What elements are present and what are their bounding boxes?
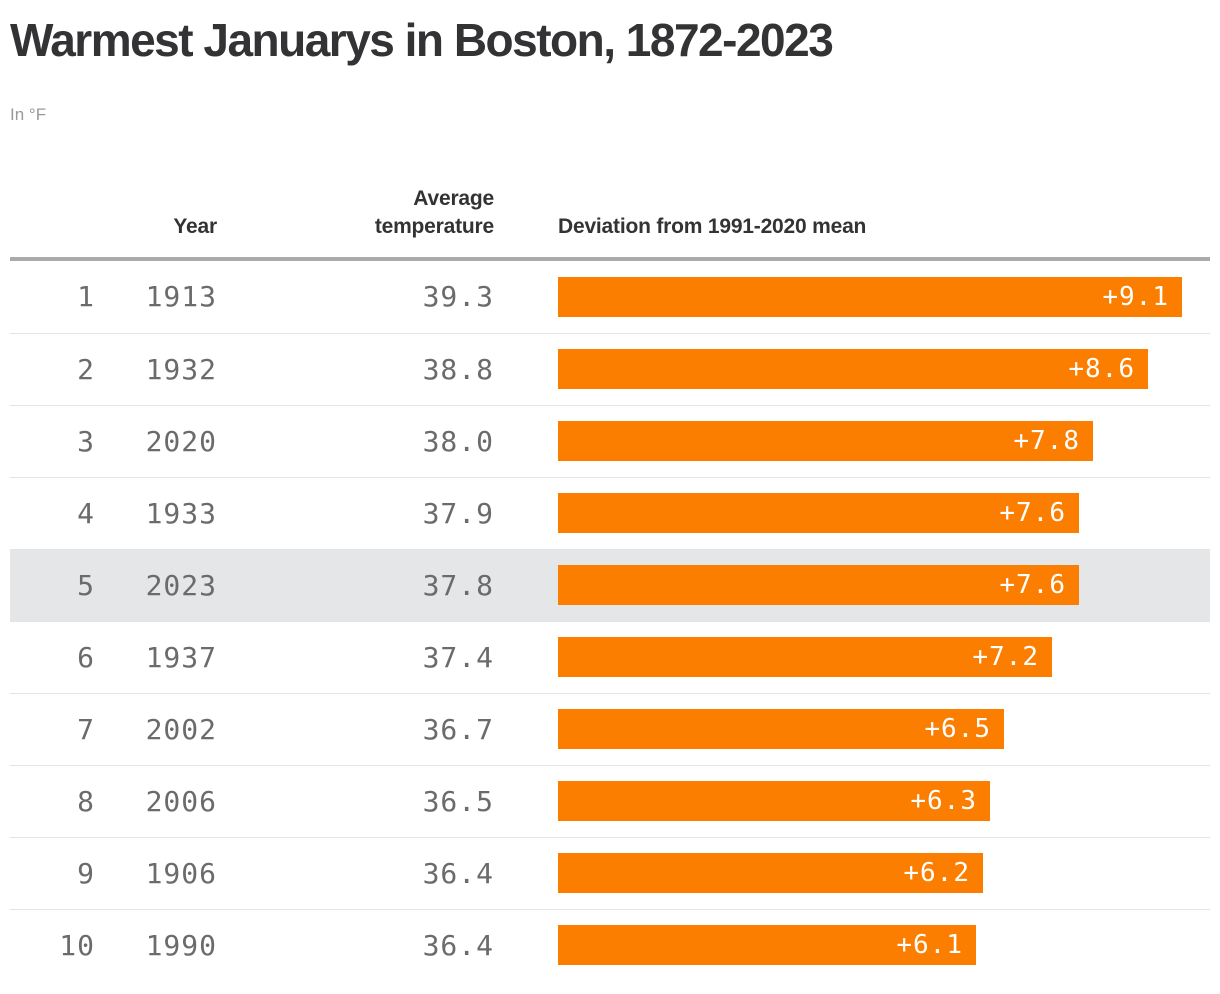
deviation-bar-label: +6.3	[910, 786, 977, 817]
temperature-cell: 38.8	[422, 352, 494, 386]
year-cell: 2002	[145, 712, 217, 746]
table-row: 9 1906 36.4 +6.2	[10, 836, 1210, 909]
deviation-bar: +7.2	[558, 637, 1052, 678]
table-row: 1 1913 39.3 +9.1	[10, 261, 1210, 333]
table-row: 3 2020 38.0 +7.8	[10, 404, 1210, 477]
column-header-average-temperature: Average temperature	[217, 185, 494, 241]
year-cell: 2006	[145, 784, 217, 818]
deviation-cell: +7.8	[494, 421, 1210, 462]
rank-cell: 2	[77, 352, 95, 386]
deviation-cell: +7.6	[494, 565, 1210, 606]
rankings-table: Year Average temperature Deviation from …	[10, 185, 1210, 981]
year-cell: 1933	[145, 496, 217, 530]
year-cell: 2020	[145, 424, 217, 458]
deviation-bar-label: +9.1	[1102, 281, 1169, 312]
deviation-bar-label: +6.5	[924, 714, 991, 745]
deviation-cell: +6.5	[494, 709, 1210, 750]
deviation-bar: +7.8	[558, 421, 1093, 462]
year-cell: 1932	[145, 352, 217, 386]
column-header-average-temperature-line2: temperature	[374, 214, 494, 238]
table-row: 5 2023 37.8 +7.6	[10, 548, 1210, 621]
column-header-deviation: Deviation from 1991-2020 mean	[558, 214, 867, 238]
table-row: 2 1932 38.8 +8.6	[10, 332, 1210, 405]
table-row: 10 1990 36.4 +6.1	[10, 908, 1210, 981]
deviation-bar: +6.1	[558, 925, 976, 966]
deviation-cell: +8.6	[494, 349, 1210, 390]
rank-cell: 7	[77, 712, 95, 746]
column-header-average-temperature-line1: Average	[413, 186, 494, 210]
rank-cell: 6	[77, 640, 95, 674]
deviation-bar: +6.2	[558, 853, 983, 894]
temperature-cell: 36.4	[422, 928, 494, 962]
deviation-bar: +8.6	[558, 349, 1148, 390]
rank-cell: 3	[77, 424, 95, 458]
year-cell: 1990	[145, 928, 217, 962]
year-cell: 1937	[145, 640, 217, 674]
deviation-bar: +7.6	[558, 565, 1079, 606]
temperature-cell: 37.9	[422, 496, 494, 530]
deviation-cell: +7.2	[494, 637, 1210, 678]
temperature-cell: 36.7	[422, 712, 494, 746]
rank-cell: 9	[77, 856, 95, 890]
rank-cell: 1	[77, 280, 95, 314]
deviation-bar-label: +7.6	[999, 570, 1066, 601]
deviation-bar-label: +7.8	[1013, 426, 1080, 457]
deviation-cell: +6.1	[494, 925, 1210, 966]
deviation-bar: +9.1	[558, 276, 1182, 317]
deviation-bar-label: +6.2	[903, 858, 970, 889]
deviation-bar-label: +7.6	[999, 498, 1066, 529]
table-row: 4 1933 37.9 +7.6	[10, 476, 1210, 549]
rank-cell: 8	[77, 784, 95, 818]
chart-title: Warmest Januarys in Boston, 1872-2023	[10, 14, 834, 66]
table-header-row: Year Average temperature Deviation from …	[10, 185, 1210, 261]
deviation-bar-label: +8.6	[1068, 354, 1135, 385]
year-cell: 1913	[145, 280, 217, 314]
deviation-bar: +7.6	[558, 493, 1079, 534]
deviation-cell: +6.2	[494, 853, 1210, 894]
year-cell: 1906	[145, 856, 217, 890]
year-cell: 2023	[145, 568, 217, 602]
table-row: 7 2002 36.7 +6.5	[10, 692, 1210, 765]
deviation-cell: +6.3	[494, 781, 1210, 822]
deviation-bar-label: +6.1	[896, 930, 963, 961]
table-row: 6 1937 37.4 +7.2	[10, 620, 1210, 693]
deviation-cell: +9.1	[494, 276, 1210, 317]
deviation-bar: +6.3	[558, 781, 990, 822]
rank-cell: 10	[59, 928, 95, 962]
deviation-bar-label: +7.2	[972, 642, 1039, 673]
column-header-year: Year	[173, 214, 217, 238]
temperature-cell: 36.4	[422, 856, 494, 890]
table-body: 1 1913 39.3 +9.1 2 1932 38.8 +8.6 3 2020…	[10, 261, 1210, 981]
chart-subtitle: In °F	[10, 104, 47, 124]
deviation-cell: +7.6	[494, 493, 1210, 534]
rank-cell: 5	[77, 568, 95, 602]
temperature-cell: 36.5	[422, 784, 494, 818]
deviation-bar: +6.5	[558, 709, 1004, 750]
temperature-cell: 38.0	[422, 424, 494, 458]
temperature-cell: 37.8	[422, 568, 494, 602]
table-row: 8 2006 36.5 +6.3	[10, 764, 1210, 837]
temperature-cell: 39.3	[422, 280, 494, 314]
temperature-cell: 37.4	[422, 640, 494, 674]
rank-cell: 4	[77, 496, 95, 530]
